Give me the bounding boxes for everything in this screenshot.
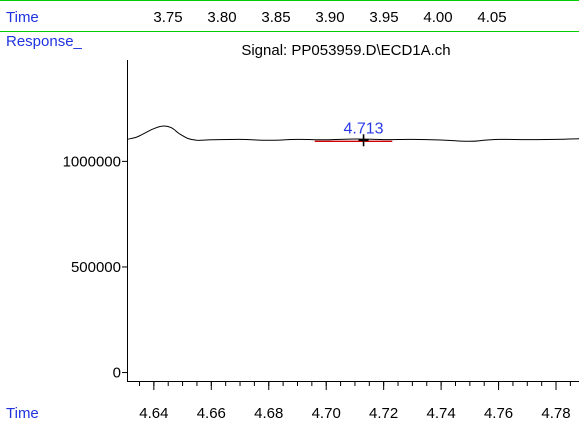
- top-time-ticks: 3.75 3.80 3.85 3.90 3.95 4.00 4.05: [153, 9, 506, 26]
- x-tick-label: 4.70: [312, 405, 341, 422]
- response-label: Response_: [6, 33, 83, 50]
- top-tick-label: 3.85: [261, 9, 290, 26]
- top-tick-label: 3.75: [153, 9, 182, 26]
- bottom-time-label: Time: [6, 405, 39, 422]
- y-tick-label: 1000000: [63, 153, 121, 170]
- x-tick-label: 4.76: [484, 405, 513, 422]
- peak-label: 4.713: [344, 120, 384, 137]
- top-tick-label: 3.95: [369, 9, 398, 26]
- y-ticks: 0 500000 1000000: [63, 153, 127, 382]
- top-tick-label: 4.05: [477, 9, 506, 26]
- top-tick-label: 3.90: [315, 9, 344, 26]
- y-tick-label: 500000: [71, 259, 121, 276]
- top-tick-label: 3.80: [207, 9, 236, 26]
- x-minor-ticks: [138, 381, 571, 386]
- peak-marker: [358, 134, 369, 147]
- x-tick-label: 4.66: [197, 405, 226, 422]
- top-time-label: Time: [6, 9, 39, 26]
- signal-trace: [127, 125, 579, 142]
- x-tick-label: 4.64: [139, 405, 168, 422]
- x-ticks: 4.64 4.66 4.68 4.70 4.72 4.74 4.76 4.78: [139, 381, 571, 422]
- chart-title: Signal: PP053959.D\ECD1A.ch: [241, 42, 450, 59]
- x-tick-label: 4.74: [427, 405, 456, 422]
- x-tick-label: 4.78: [541, 405, 570, 422]
- x-tick-label: 4.68: [254, 405, 283, 422]
- x-tick-label: 4.72: [369, 405, 398, 422]
- top-tick-label: 4.00: [423, 9, 452, 26]
- y-tick-label: 0: [113, 365, 121, 382]
